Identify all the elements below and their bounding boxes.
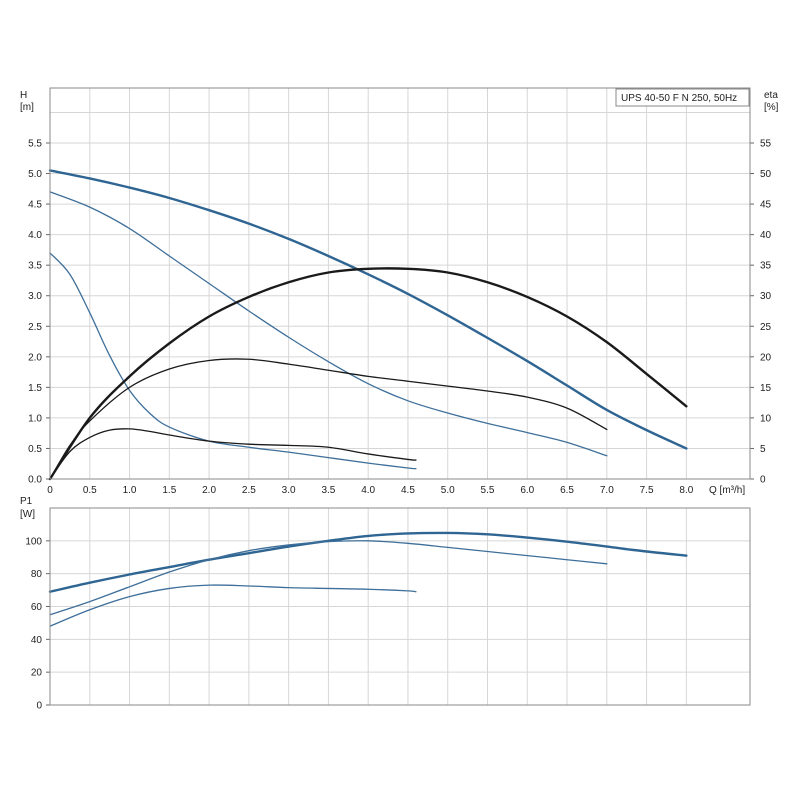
x-tick-label: 2.5 xyxy=(242,485,256,496)
p1-tick-label: 20 xyxy=(31,668,43,679)
y2-axis-unit-eta: [%] xyxy=(764,102,779,113)
y2-tick-label: 30 xyxy=(760,291,772,302)
p1-tick-label: 0 xyxy=(36,701,42,712)
x-tick-label: 2.0 xyxy=(202,485,216,496)
x-tick-label: 7.5 xyxy=(640,485,654,496)
chart-title: UPS 40-50 F N 250, 50Hz xyxy=(621,93,737,104)
x-tick-label: 8.0 xyxy=(679,485,693,496)
y-tick-label: 3.0 xyxy=(28,291,42,302)
top-chart-grid xyxy=(46,88,754,480)
y-tick-label: 0.5 xyxy=(28,444,42,455)
power-curve-1 xyxy=(48,531,688,593)
x-tick-label: 7.0 xyxy=(600,485,614,496)
bottom-chart-curves xyxy=(48,531,688,627)
y-tick-label: 1.5 xyxy=(28,383,42,394)
x-tick-label: 1.0 xyxy=(123,485,137,496)
x-tick-label: 3.5 xyxy=(321,485,335,496)
p1-tick-label: 100 xyxy=(25,536,42,547)
bottom-chart-grid xyxy=(46,508,750,706)
y-tick-label: 0.0 xyxy=(28,475,42,486)
x-tick-label: 6.0 xyxy=(520,485,534,496)
y-axis-label-h: H xyxy=(20,90,27,101)
x-tick-label: 0 xyxy=(47,485,53,496)
y2-tick-label: 10 xyxy=(760,413,772,424)
y2-tick-label: 15 xyxy=(760,383,772,394)
y-tick-label: 5.5 xyxy=(28,138,42,149)
y2-tick-label: 25 xyxy=(760,322,772,333)
eta-curve-5 xyxy=(49,358,608,480)
y-tick-label: 2.0 xyxy=(28,352,42,363)
head-curve-1 xyxy=(48,169,688,450)
y2-tick-label: 45 xyxy=(760,200,772,211)
y-tick-label: 4.0 xyxy=(28,230,42,241)
eta-curve-4 xyxy=(48,267,688,481)
y2-axis-label-eta: eta xyxy=(764,90,778,101)
chart-title-box xyxy=(615,88,750,107)
power-curve-3 xyxy=(49,584,417,627)
top-chart-frame xyxy=(49,87,751,480)
y-tick-label: 5.0 xyxy=(28,169,42,180)
bottom-chart-frame xyxy=(49,507,751,706)
x-tick-label: 4.0 xyxy=(361,485,375,496)
y2-tick-label: 50 xyxy=(760,169,772,180)
y2-tick-label: 35 xyxy=(760,261,772,272)
y2-tick-label: 55 xyxy=(760,138,772,149)
y-tick-label: 4.5 xyxy=(28,200,42,211)
y-tick-label: 2.5 xyxy=(28,322,42,333)
x-tick-label: 1.5 xyxy=(162,485,176,496)
top-chart-curves xyxy=(48,169,688,481)
x-axis-label-q: Q [m³/h] xyxy=(709,485,745,496)
x-tick-label: 3.0 xyxy=(282,485,296,496)
eta-curve-6 xyxy=(49,428,417,480)
head-curve-3 xyxy=(49,252,417,470)
y-tick-label: 3.5 xyxy=(28,261,42,272)
y2-tick-label: 0 xyxy=(760,475,766,486)
p1-tick-label: 80 xyxy=(31,569,43,580)
y2-tick-label: 20 xyxy=(760,352,772,363)
x-tick-label: 5.5 xyxy=(481,485,495,496)
y2-tick-label: 5 xyxy=(760,444,766,455)
top-chart-tick-labels: 0 0.5 1.0 1.5 2.0 2.5 3.0 3.5 4.0 4.5 5.0 5.5 6.0 6.5… xyxy=(28,138,771,496)
y-axis-unit-p1: [W] xyxy=(20,509,35,520)
x-tick-label: 6.5 xyxy=(560,485,574,496)
bottom-chart-tick-labels: 0 20 40 60 80 100 xyxy=(25,536,42,711)
y-tick-label: 1.0 xyxy=(28,413,42,424)
y2-tick-label: 40 xyxy=(760,230,772,241)
x-tick-label: 5.0 xyxy=(441,485,455,496)
y-axis-unit-h: [m] xyxy=(20,102,34,113)
x-tick-label: 4.5 xyxy=(401,485,415,496)
head-curve-2 xyxy=(49,191,608,457)
power-curve-2 xyxy=(49,540,608,616)
p1-tick-label: 60 xyxy=(31,602,43,613)
y-axis-label-p1: P1 xyxy=(20,496,33,507)
x-tick-label: 0.5 xyxy=(83,485,97,496)
p1-tick-label: 40 xyxy=(31,635,43,646)
